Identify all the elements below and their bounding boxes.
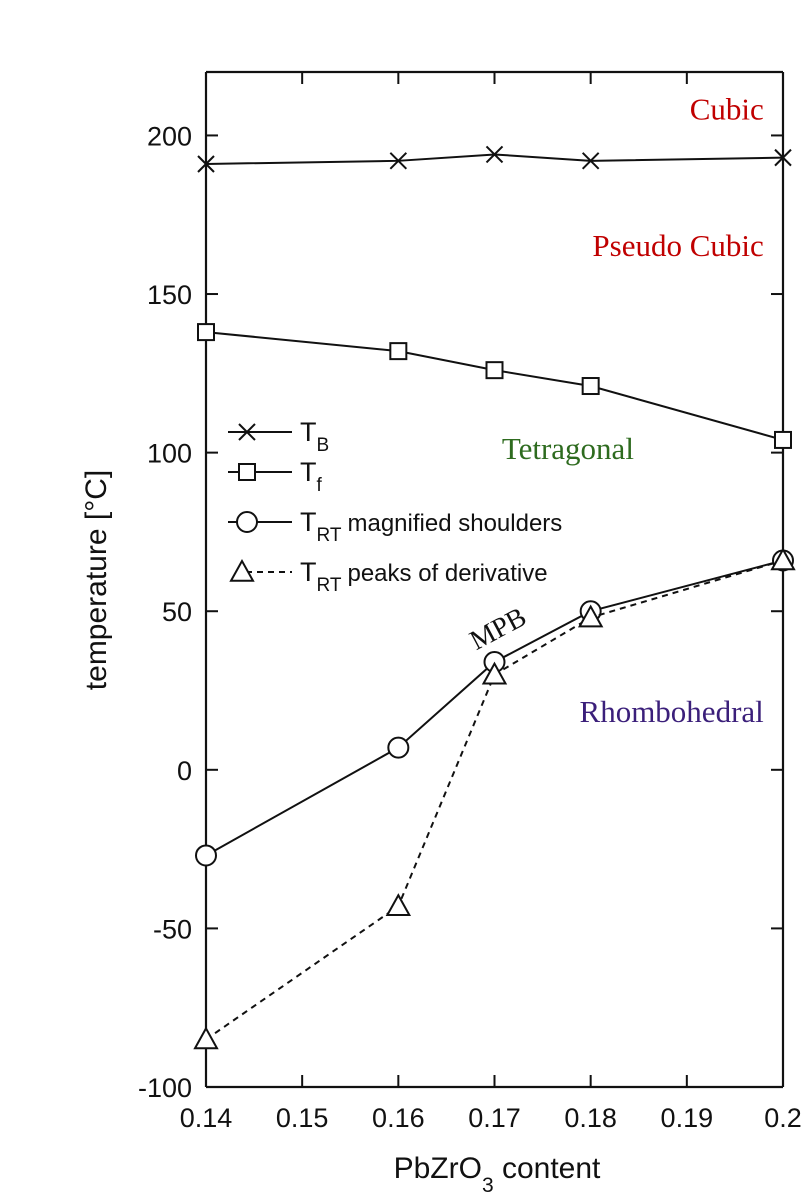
legend-marker-x: [238, 423, 256, 441]
data-point-square: [581, 377, 600, 396]
legend-label: TB: [300, 417, 329, 456]
annotation-tetragonal: Tetragonal: [502, 431, 634, 466]
legend-label-main: T: [300, 417, 317, 447]
marker-x-stroke: [238, 423, 256, 441]
data-point-triangle: [770, 547, 796, 571]
data-point-square: [774, 430, 792, 449]
legend-label: TRT peaks of derivative: [300, 557, 548, 596]
data-point-x: [581, 152, 600, 170]
data-series: [193, 145, 796, 1050]
tick-marks: -100 -50 0 50 100 150 200 0.14 0.15 0.16 0.17 0.18 0…: [138, 72, 802, 1133]
annotation-pseudo-cubic: Pseudo Cubic: [592, 228, 763, 263]
data-point-x: [389, 152, 408, 170]
marker-x-stroke: [485, 145, 504, 164]
x-tick-label: 0.17: [468, 1103, 521, 1133]
y-axis-title: temperature [°C]: [80, 470, 113, 690]
legend-label-subscript: B: [317, 435, 330, 456]
x-tick-label: 0.15: [276, 1103, 329, 1133]
data-point-x: [774, 148, 792, 167]
y-tick-label: 0: [177, 756, 192, 786]
legend-label-main: T: [300, 557, 317, 587]
legend-label-text: peaks of derivative: [347, 560, 547, 587]
x-axis-title-main: PbZrO: [394, 1152, 482, 1185]
annotation-cubic: Cubic: [690, 92, 764, 127]
legend-label-subscript: RT: [317, 525, 342, 546]
marker-x-stroke: [389, 152, 408, 170]
x-tick-label: 0.16: [372, 1103, 425, 1133]
series-line-square: [205, 331, 784, 441]
legend-label: TRT magnified shoulders: [300, 507, 562, 546]
data-point-square: [485, 361, 504, 380]
data-point-triangle: [481, 661, 508, 685]
x-tick-label: 0.14: [180, 1103, 233, 1133]
legend-marker-square: [238, 463, 256, 481]
marker-x-stroke: [197, 155, 215, 173]
x-axis-title-suffix: content: [494, 1152, 601, 1185]
data-point-x: [197, 155, 215, 173]
data-point-x: [485, 145, 504, 164]
marker-x-stroke: [581, 152, 600, 170]
data-point-triangle: [385, 893, 412, 917]
y-tick-label: 200: [147, 121, 192, 151]
series-line-x: [205, 153, 784, 165]
data-point-triangle: [577, 604, 604, 628]
x-axis-title: PbZrO3 content: [394, 1152, 601, 1197]
x-tick-label: 0.19: [661, 1103, 714, 1133]
legend-marker-triangle: [229, 558, 255, 582]
data-point-square: [389, 342, 408, 361]
x-axis-title-subscript: 3: [482, 1174, 494, 1197]
data-point-triangle: [193, 1026, 219, 1050]
y-tick-label: -50: [153, 914, 192, 944]
y-tick-label: 50: [162, 597, 192, 627]
legend-label-subscript: f: [317, 475, 323, 496]
annotation-rhombohedral: Rhombohedral: [580, 694, 764, 729]
marker-x-stroke: [774, 148, 792, 167]
legend-label-subscript: RT: [317, 575, 342, 596]
y-tick-label: 150: [147, 280, 192, 310]
data-point-square: [197, 323, 215, 342]
data-point-circle: [195, 844, 217, 867]
legend-label-main: T: [300, 507, 317, 537]
legend-label-text: magnified shoulders: [347, 510, 562, 537]
data-point-circle: [387, 736, 410, 759]
legend-marker-circle: [236, 511, 258, 533]
y-tick-label: 100: [147, 439, 192, 469]
legend-label: Tf: [300, 457, 323, 496]
x-tick-label: 0.18: [564, 1103, 617, 1133]
y-tick-label: -100: [138, 1073, 192, 1103]
legend-label-main: T: [300, 457, 317, 487]
x-tick-label: 0.2: [764, 1103, 802, 1133]
